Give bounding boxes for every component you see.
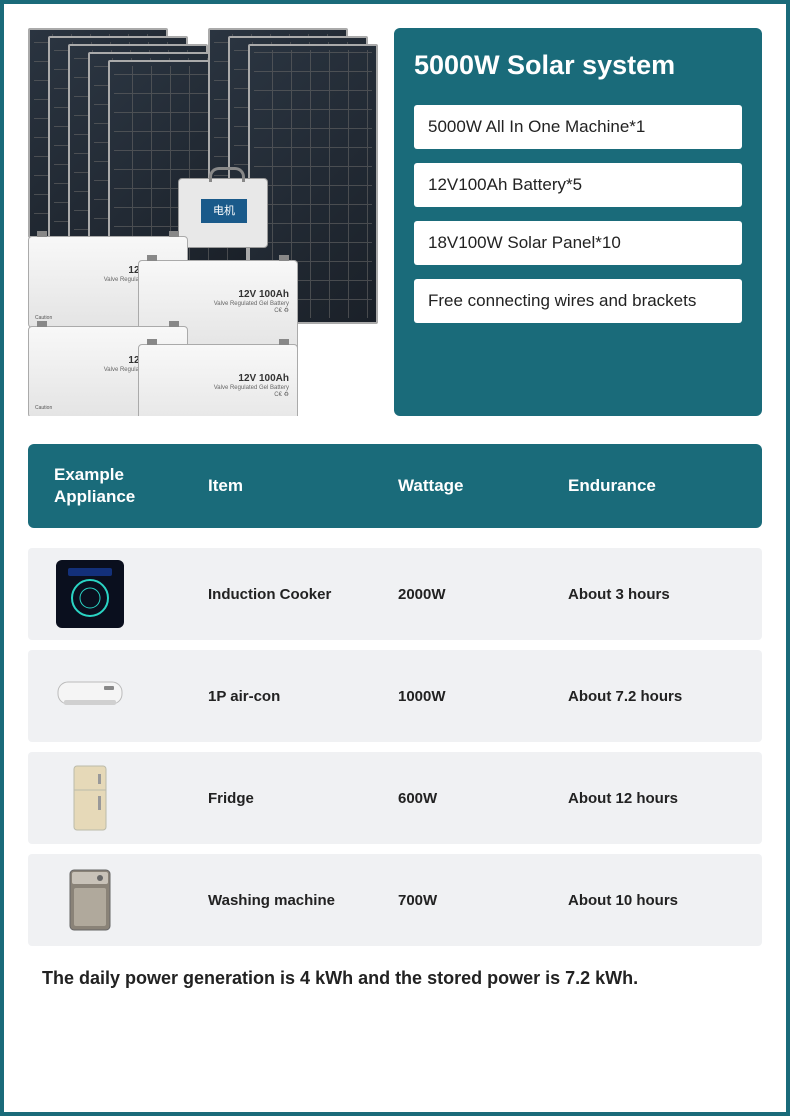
spec-item: Free connecting wires and brackets	[414, 279, 742, 323]
table-row: Washing machine 700W About 10 hours	[28, 854, 762, 946]
cell-wattage: 700W	[398, 892, 568, 909]
table-row: 1P air-con 1000W About 7.2 hours	[28, 650, 762, 742]
cell-endurance: About 7.2 hours	[568, 688, 762, 705]
cell-item: 1P air-con	[208, 688, 398, 705]
infographic-frame: 12V 100AhValve Regulated Gel BatteryC€ ♻…	[0, 0, 790, 1116]
header-appliance: ExampleAppliance	[28, 464, 208, 508]
spec-title: 5000W Solar system	[414, 50, 742, 81]
cell-wattage: 2000W	[398, 586, 568, 603]
top-section: 12V 100AhValve Regulated Gel BatteryC€ ♻…	[28, 28, 762, 416]
cell-item: Induction Cooker	[208, 586, 398, 603]
cell-endurance: About 12 hours	[568, 790, 762, 807]
washing-machine-icon	[54, 864, 126, 936]
battery-label: 12V 100Ah	[238, 373, 289, 384]
caution-text: Caution	[35, 406, 52, 411]
footer-note: The daily power generation is 4 kWh and …	[28, 968, 762, 989]
spec-item: 5000W All In One Machine*1	[414, 105, 742, 149]
air-conditioner-icon	[54, 660, 126, 732]
product-illustration: 12V 100AhValve Regulated Gel BatteryC€ ♻…	[28, 28, 378, 416]
header-endurance: Endurance	[568, 476, 762, 496]
cell-item: Fridge	[208, 790, 398, 807]
table-row: Induction Cooker 2000W About 3 hours	[28, 548, 762, 640]
cell-wattage: 600W	[398, 790, 568, 807]
battery-label: 12V 100Ah	[238, 289, 289, 300]
induction-cooker-icon	[54, 558, 126, 630]
spec-panel: 5000W Solar system 5000W All In One Mach…	[394, 28, 762, 416]
fridge-icon	[54, 762, 126, 834]
cell-endurance: About 3 hours	[568, 586, 762, 603]
spec-item: 12V100Ah Battery*5	[414, 163, 742, 207]
inverter-icon	[178, 178, 268, 248]
cell-item: Washing machine	[208, 892, 398, 909]
battery-icon: 12V 100AhValve Regulated Gel BatteryC€ ♻…	[138, 344, 298, 416]
table-row: Fridge 600W About 12 hours	[28, 752, 762, 844]
cell-endurance: About 10 hours	[568, 892, 762, 909]
header-item: Item	[208, 476, 398, 496]
header-wattage: Wattage	[398, 476, 568, 496]
cell-wattage: 1000W	[398, 688, 568, 705]
table-header: ExampleAppliance Item Wattage Endurance	[28, 444, 762, 528]
table-body: Induction Cooker 2000W About 3 hours 1P …	[28, 548, 762, 946]
spec-item: 18V100W Solar Panel*10	[414, 221, 742, 265]
